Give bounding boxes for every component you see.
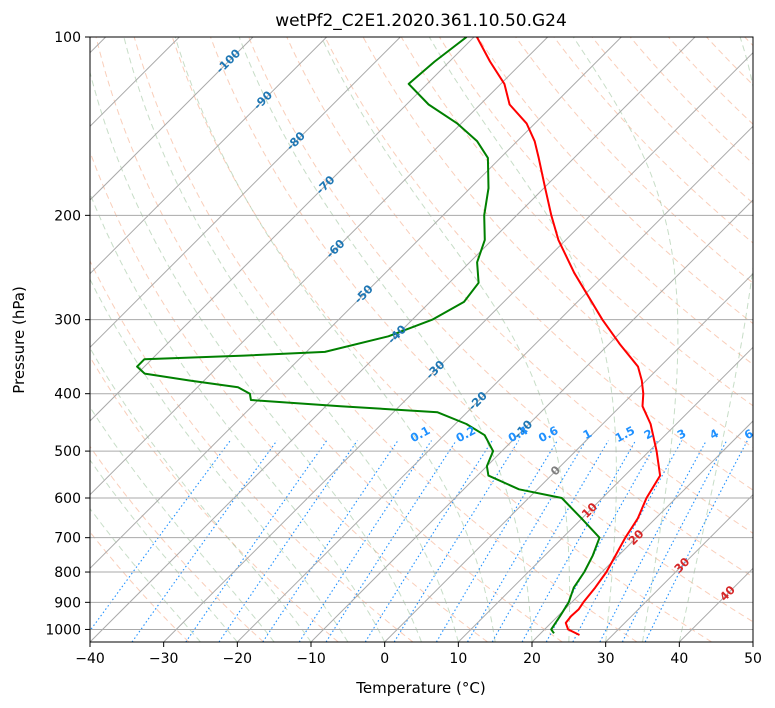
x-tick-label: 10: [449, 651, 467, 667]
y-tick-label: 600: [54, 491, 81, 507]
dry-adiabat: [286, 37, 753, 534]
mixing-ratio-line: [435, 440, 558, 642]
x-tick-label: 0: [380, 651, 389, 667]
mixing-ratio-lines: [90, 440, 748, 642]
y-tick-label: 500: [54, 444, 81, 460]
dry-adiabats: [90, 37, 753, 642]
isotherm: [163, 51, 753, 642]
moist-adiabats: [90, 37, 753, 642]
moist-adiabat: [123, 37, 459, 642]
profiles: [136, 37, 662, 636]
moist-adiabat: [90, 192, 386, 642]
mixing-ratio-line: [491, 440, 609, 642]
y-tick-label: 800: [54, 565, 81, 581]
y-tick-label: 1000: [45, 622, 81, 638]
dry-adiabat: [210, 37, 753, 623]
isotherm: [531, 420, 753, 642]
mixing-ratio-line: [185, 440, 328, 642]
x-tick-label: 20: [523, 651, 541, 667]
isotherm: [605, 493, 753, 642]
dry-adiabat: [324, 37, 753, 491]
x-tick-label: 50: [744, 651, 762, 667]
isotherm: [384, 272, 753, 642]
x-tick-label: 30: [597, 651, 615, 667]
x-tick-label: 40: [670, 651, 688, 667]
mixing-ratio-line: [364, 440, 493, 642]
plot-frame: [89, 36, 754, 643]
isotherm: [90, 37, 696, 642]
dry-adiabat: [171, 37, 712, 642]
mixing-ratio-line: [572, 440, 683, 642]
y-tick-label: 700: [54, 531, 81, 547]
y-tick-label: 300: [54, 313, 81, 329]
dry-adiabat: [90, 259, 414, 642]
dry-adiabat: [90, 445, 264, 642]
mixing-ratio-line: [131, 440, 278, 642]
y-tick-label: 100: [54, 30, 81, 46]
isotherm: [90, 37, 328, 275]
mixing-ratio-line: [262, 440, 399, 642]
moist-adiabat: [174, 37, 496, 642]
mixing-ratio-line: [298, 440, 432, 642]
moist-adiabat: [90, 406, 275, 642]
dry-adiabat: [515, 37, 753, 284]
isotherm: [90, 37, 549, 496]
mixing-ratio-label: 6: [742, 426, 756, 442]
isotherm: [90, 37, 401, 349]
x-tick-label: −40: [75, 651, 105, 667]
isotherm: [457, 346, 753, 642]
isotherm: [236, 125, 753, 642]
moist-adiabat: [238, 37, 533, 642]
skewed-isotherms: [90, 37, 753, 642]
mixing-ratio-line: [325, 440, 457, 642]
y-tick-label: 400: [54, 387, 81, 403]
mixing-ratio-line: [467, 440, 587, 642]
mixing-ratio-line: [521, 440, 637, 642]
dry-adiabat: [248, 37, 753, 578]
isotherm: [90, 37, 475, 422]
moist-adiabat: [428, 37, 617, 642]
dry-adiabat: [133, 37, 638, 642]
moist-adiabat: [678, 37, 753, 642]
moist-adiabat: [90, 278, 349, 642]
y-axis-label: Pressure (hPa): [10, 286, 28, 394]
mixing-ratio-line: [90, 440, 231, 632]
x-tick-label: −10: [296, 651, 326, 667]
x-tick-label: −30: [149, 651, 179, 667]
y-tick-label: 200: [54, 208, 81, 224]
dewpoint-line: [136, 37, 601, 634]
plot-area: -100-90-80-70-60-50-40-30-20-10102030400…: [90, 37, 756, 642]
isotherm: [90, 37, 622, 570]
x-tick-label: −20: [223, 651, 253, 667]
chart-title: wetPf2_C2E1.2020.361.10.50.G24: [275, 11, 567, 31]
temperature-line: [476, 37, 662, 636]
x-axis-label: Temperature (°C): [355, 679, 485, 697]
moist-adiabat: [90, 507, 201, 642]
dry-adiabat: [90, 356, 339, 642]
isotherm: [90, 37, 254, 201]
mixing-ratio-line: [644, 440, 748, 642]
dry-adiabat: [95, 37, 563, 642]
moist-adiabat: [90, 459, 238, 642]
moist-adiabat: [572, 37, 679, 642]
y-tick-label: 900: [54, 595, 81, 611]
isotherm: [310, 199, 753, 642]
y-axis-ticks: 100 200 300 400 500 600 700 800 900 1000: [45, 30, 90, 638]
moist-adiabat: [90, 70, 422, 642]
x-axis-ticks: −40 −30 −20 −10 0 10 20 30 40 50: [75, 642, 762, 667]
